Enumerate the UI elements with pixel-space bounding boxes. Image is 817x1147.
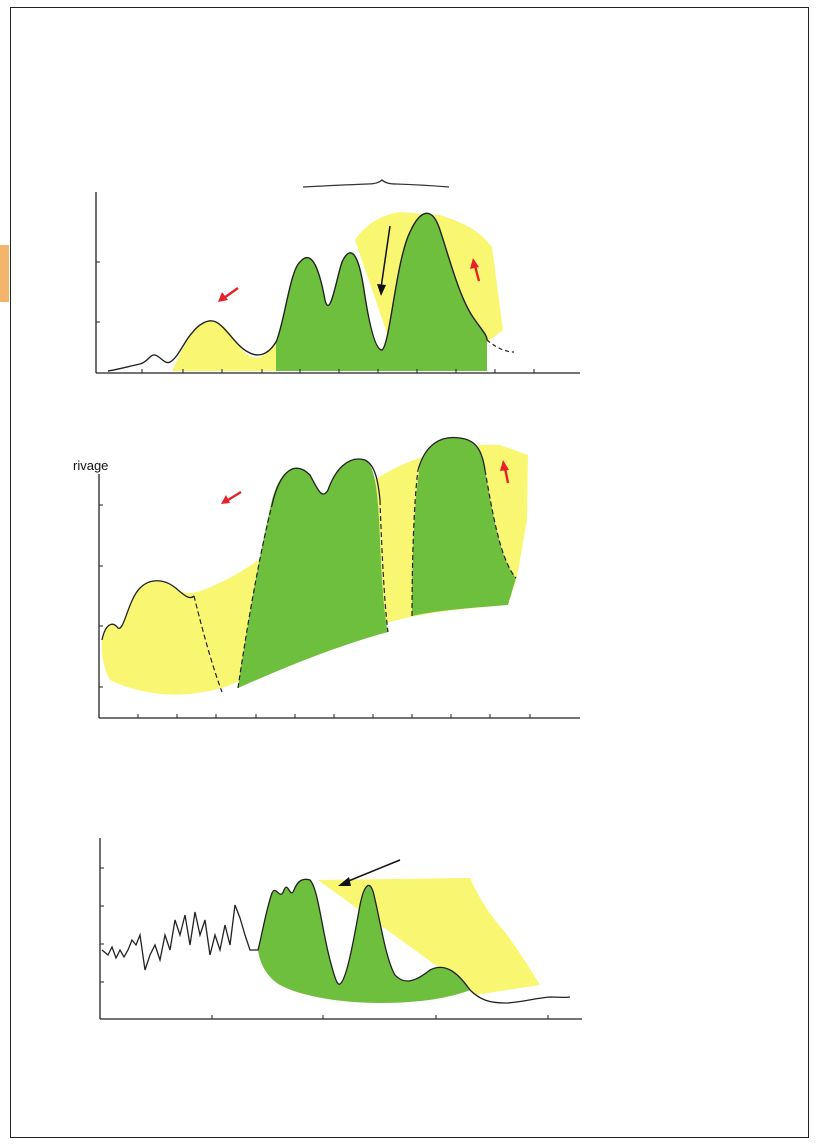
top-y-ticks <box>96 261 100 323</box>
middle-curve-green2 <box>417 436 486 471</box>
middle-curve-left-dashed <box>193 595 223 693</box>
middle-panel <box>98 436 580 719</box>
top-black-arrow-head <box>377 284 386 296</box>
middle-green-2 <box>412 437 516 616</box>
middle-red-arrow-right-head <box>500 460 509 471</box>
bottom-black-arrow-head <box>338 877 351 886</box>
top-red-arrow-right <box>473 265 481 282</box>
bottom-panel <box>99 838 582 1020</box>
middle-curve-green1-right-dashed <box>379 499 389 633</box>
page-edge-tab <box>0 245 9 302</box>
bottom-x-ticks <box>211 1015 549 1019</box>
middle-green-1 <box>238 459 388 688</box>
middle-y-ticks <box>99 504 103 688</box>
top-curve <box>107 212 488 372</box>
page-frame <box>10 7 809 1138</box>
top-panel <box>95 179 580 374</box>
top-green <box>276 213 487 371</box>
middle-x-ticks <box>137 714 531 718</box>
middle-y-axis-label: rivage <box>73 458 109 473</box>
bottom-green <box>258 879 470 1003</box>
top-red-arrow-left-head <box>218 292 228 302</box>
top-brace <box>302 179 450 188</box>
middle-red-arrow-right <box>503 467 510 484</box>
middle-red-arrow-left-head <box>221 495 230 504</box>
top-yellow-left <box>172 320 276 371</box>
bottom-black-arrow <box>345 859 401 883</box>
top-red-arrow-left <box>223 287 239 299</box>
top-black-arrow <box>380 225 391 289</box>
middle-curve-left <box>101 580 195 641</box>
top-x-ticks <box>141 369 535 373</box>
middle-curve-green2-dashed <box>411 469 419 617</box>
top-red-arrow-right-head <box>470 258 479 269</box>
middle-red-arrow-left <box>227 490 242 502</box>
middle-curve-green1-dashed <box>237 504 273 689</box>
bottom-curve <box>101 878 571 1004</box>
middle-curve-green1 <box>271 458 381 506</box>
middle-curve-green2-right-dashed <box>484 469 517 579</box>
top-curve-dashed <box>486 339 515 353</box>
bottom-y-ticks <box>100 867 104 983</box>
